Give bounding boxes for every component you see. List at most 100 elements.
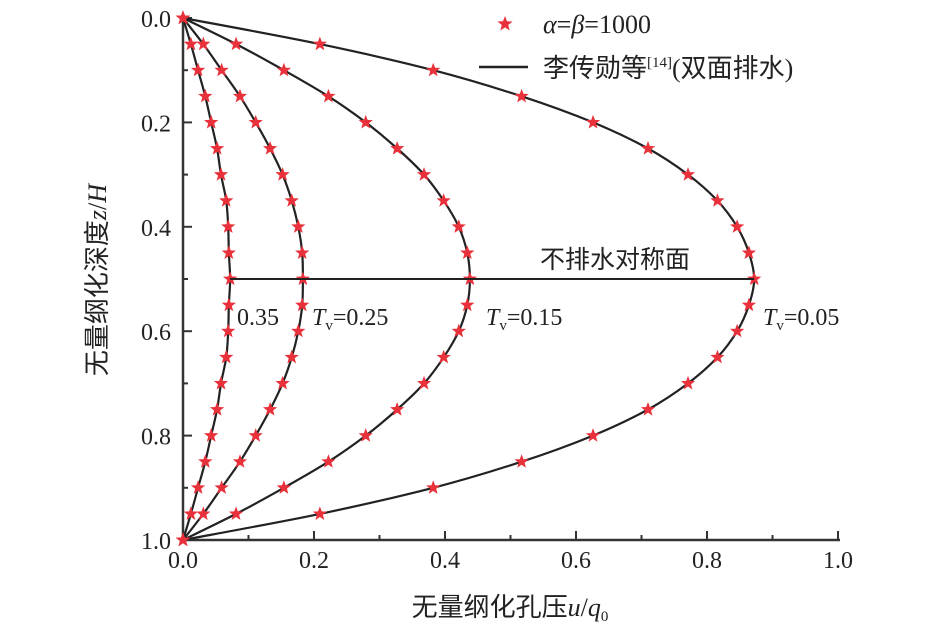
data-point-star	[183, 36, 198, 51]
data-point-star	[196, 36, 211, 51]
data-point-star	[221, 297, 236, 312]
data-point-star	[228, 506, 244, 520]
data-point-star	[275, 167, 290, 181]
data-point-star	[214, 62, 229, 77]
y-tick-label: 0.4	[141, 216, 171, 242]
data-point-star	[196, 506, 211, 520]
data-point-star	[228, 36, 244, 51]
symmetry-plane-label: 不排水对称面	[540, 246, 690, 274]
data-point-star	[214, 480, 229, 494]
y-tick-label: 1.0	[141, 529, 171, 555]
data-point-star	[291, 323, 306, 338]
data-point-star	[209, 402, 225, 416]
data-point-star	[183, 506, 198, 520]
curve-label-035: 0.35	[237, 305, 279, 331]
data-point-star	[730, 219, 745, 233]
data-point-star	[175, 10, 191, 25]
data-point-star	[460, 245, 475, 259]
data-point-star	[585, 114, 601, 129]
data-point-star	[640, 141, 656, 155]
y-tick-label: 0.0	[141, 7, 171, 33]
data-point-star	[232, 454, 248, 468]
data-point-star	[276, 62, 291, 77]
data-point-star	[585, 428, 601, 442]
data-point-star	[190, 480, 206, 494]
x-tick-label: 0.6	[561, 548, 591, 574]
data-point-star	[221, 219, 236, 233]
curve-label-015: Tv=0.15	[486, 305, 562, 334]
tv-value: 0.15	[520, 305, 562, 331]
x-tick-label: 1.0	[823, 548, 853, 574]
data-point-star	[312, 36, 327, 51]
data-point-star	[263, 402, 278, 416]
data-point-star	[358, 428, 373, 442]
data-point-star	[680, 375, 696, 390]
legend-markers-label: α=β=1000	[543, 10, 651, 39]
data-point-star	[295, 297, 310, 312]
data-point-star	[175, 532, 191, 547]
data-point-star	[291, 219, 306, 233]
x-tick-label: 0.8	[692, 548, 722, 574]
y-tick-label: 0.2	[141, 111, 171, 137]
data-point-star	[640, 402, 656, 416]
data-point-star	[390, 141, 405, 155]
data-point-star	[209, 141, 225, 155]
x-axis-label: 无量纲化孔压u/q0	[412, 593, 609, 625]
data-point-star	[219, 193, 234, 207]
data-point-star	[460, 297, 475, 312]
tv-value: 0.05	[797, 305, 839, 331]
data-point-star	[416, 167, 432, 181]
data-point-star	[221, 323, 236, 338]
data-point-star	[312, 506, 327, 520]
tv-value: 0.25	[346, 305, 388, 331]
data-point-star	[426, 480, 441, 494]
data-point-star	[710, 349, 725, 364]
data-point-star	[248, 428, 263, 442]
data-point-star	[741, 245, 757, 259]
data-point-star	[232, 88, 248, 103]
data-point-star	[710, 193, 725, 207]
y-tick-label: 0.6	[141, 320, 171, 346]
data-point-star	[321, 88, 336, 103]
x-tick-label: 0.0	[168, 548, 198, 574]
data-point-star	[436, 349, 451, 364]
data-point-star	[741, 297, 757, 312]
data-point-star	[730, 323, 745, 338]
markers	[175, 10, 762, 547]
data-point-star	[198, 88, 213, 103]
data-point-star	[321, 454, 336, 468]
data-point-star	[284, 193, 299, 207]
data-point-star	[263, 141, 278, 155]
data-point-star	[213, 167, 229, 181]
data-point-star	[190, 62, 206, 77]
data-point-star	[295, 245, 310, 259]
data-point-star	[198, 454, 213, 468]
curve-label-025: Tv=0.25	[312, 305, 388, 334]
data-point-star	[426, 62, 441, 77]
data-point-star	[204, 428, 219, 442]
data-point-star	[514, 88, 529, 103]
data-point-star	[390, 402, 405, 416]
data-point-star	[680, 167, 696, 181]
data-point-star	[514, 454, 529, 468]
data-point-star	[451, 323, 466, 338]
x-tick-label: 0.4	[430, 548, 460, 574]
data-point-star	[219, 349, 234, 364]
data-point-star	[436, 193, 451, 207]
data-point-star	[223, 271, 238, 286]
axes: 0.0 0.2 0.4 0.6 0.8 1.00.00.20.40.60.81.0	[141, 7, 853, 574]
legend-line-label: 李传勋等[14](双面排水)	[543, 54, 793, 83]
data-point-star	[221, 245, 236, 259]
data-point-star	[248, 114, 263, 129]
y-tick-label: 0.8	[141, 425, 171, 451]
data-point-star	[276, 480, 291, 494]
x-tick-label: 0.2	[299, 548, 329, 574]
curve-label-005: Tv=0.05	[763, 305, 839, 334]
legend: α=β=1000 李传勋等[14](双面排水)	[479, 10, 793, 83]
data-point-star	[358, 114, 373, 129]
data-point-star	[451, 219, 466, 233]
y-axis-label: 无量纲化深度z/H	[83, 183, 112, 376]
data-point-star	[213, 375, 229, 390]
data-point-star	[284, 349, 299, 364]
